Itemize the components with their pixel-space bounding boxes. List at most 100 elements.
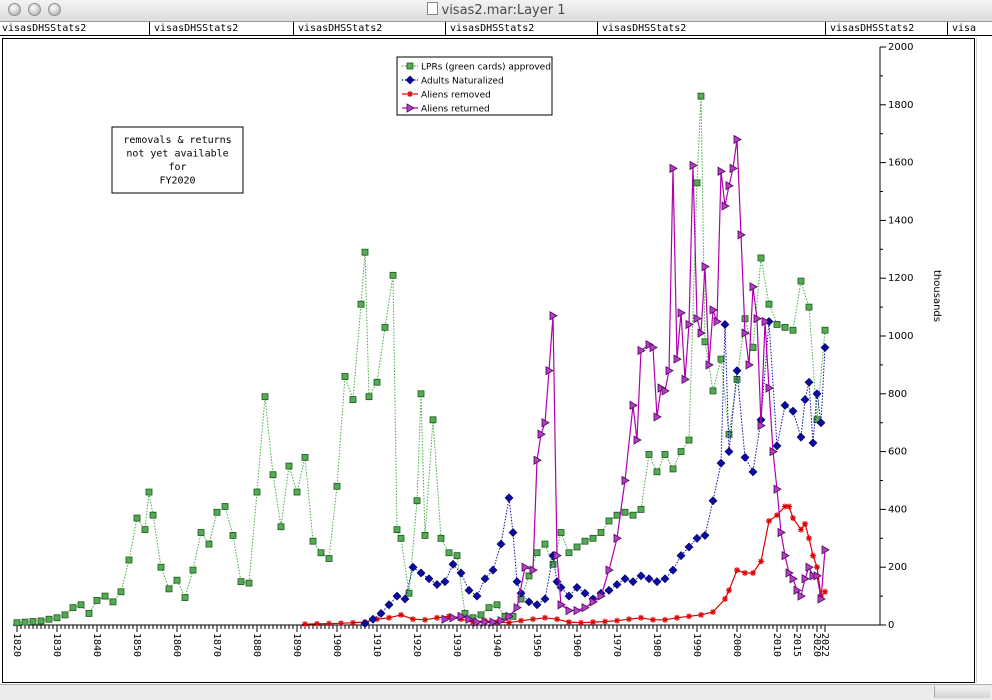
lpr-point: [37, 617, 45, 625]
lpr-point: [301, 453, 309, 461]
close-window-button[interactable]: [8, 3, 21, 16]
tab-1[interactable]: visasDHSStats2: [0, 22, 150, 35]
legend-marker: [406, 103, 415, 113]
removed-point: [542, 614, 548, 621]
x-tick-label: 1990: [691, 633, 702, 657]
naturalized-point: [676, 551, 686, 561]
removed-point: [386, 614, 392, 621]
returned-point: [457, 611, 466, 622]
lpr-point: [605, 517, 613, 525]
chart-frame: [2, 38, 975, 683]
removed-point: [742, 569, 748, 576]
lpr-point: [389, 271, 397, 279]
removed-point: [530, 616, 536, 623]
lpr-point: [341, 373, 349, 380]
lpr-point: [109, 598, 117, 606]
lpr-point: [293, 488, 301, 496]
naturalized-point: [804, 377, 814, 387]
removed-point: [774, 512, 780, 519]
naturalized-point: [724, 447, 734, 457]
x-tick-label: 1830: [51, 633, 62, 657]
removed-line: [304, 505, 826, 625]
lpr-point: [709, 387, 717, 395]
returned-point: [465, 614, 474, 624]
lpr-point: [661, 451, 669, 458]
tab-7[interactable]: visa: [952, 23, 977, 34]
lpr-point: [669, 465, 677, 473]
lpr-line: [16, 96, 826, 624]
zoom-window-button[interactable]: [48, 3, 61, 16]
y-tick-label: 1800: [888, 100, 913, 111]
naturalized-point: [532, 600, 542, 610]
returned-point: [613, 533, 622, 543]
lpr-point: [77, 601, 85, 609]
removed-point: [758, 558, 764, 565]
returned-point: [537, 429, 546, 439]
tab-6[interactable]: visasDHSStats2: [828, 22, 948, 35]
removed-point: [578, 619, 584, 626]
naturalized-point: [796, 432, 806, 442]
returned-point: [757, 420, 766, 431]
returned-point: [597, 591, 606, 601]
returned-point: [545, 365, 554, 376]
returned-point: [677, 308, 686, 318]
lpr-point: [613, 511, 621, 519]
series-lpr: [13, 92, 829, 627]
vertical-scrollbar[interactable]: [976, 38, 992, 683]
naturalized-point: [464, 585, 474, 595]
y-tick-label: 600: [888, 447, 907, 458]
lpr-point: [589, 534, 597, 542]
naturalized-point: [692, 533, 702, 543]
naturalized-point: [424, 574, 434, 584]
lpr-point: [13, 619, 21, 627]
returned-point: [717, 166, 726, 176]
resize-grip[interactable]: [934, 686, 990, 698]
x-tick-label: 2010: [771, 633, 782, 657]
legend-label: Adults Naturalized: [421, 77, 504, 87]
annotation-line: removals & returns: [123, 135, 231, 146]
lpr-point: [229, 532, 237, 539]
x-tick-label: 1920: [411, 633, 422, 657]
x-tick-label: 2020: [811, 633, 822, 657]
tab-4[interactable]: visasDHSStats2: [448, 22, 598, 35]
lpr-point: [773, 321, 781, 328]
naturalized-point: [644, 574, 654, 584]
x-tick-label: 1960: [571, 633, 582, 657]
returned-point: [697, 328, 706, 338]
removed-point: [338, 620, 344, 627]
lpr-point: [197, 529, 205, 536]
tab-2[interactable]: visasDHSStats2: [152, 22, 294, 35]
annotation-line: not yet available: [126, 149, 228, 160]
naturalized-point: [456, 568, 466, 578]
lpr-point: [325, 555, 333, 562]
lpr-point: [101, 592, 109, 600]
naturalized-point: [708, 496, 718, 506]
returned-point: [821, 545, 830, 555]
legend-marker: [405, 75, 415, 85]
tab-5[interactable]: visasDHSStats2: [600, 22, 826, 35]
returned-point: [505, 611, 514, 622]
minimize-window-button[interactable]: [28, 3, 41, 16]
lpr-point: [285, 462, 293, 470]
lpr-point: [237, 578, 245, 586]
removed-point: [674, 614, 680, 621]
naturalized-point: [720, 320, 730, 329]
lpr-point: [181, 594, 189, 601]
removed-point: [810, 552, 816, 559]
annotation-box: removals & returns not yet available for FY…: [111, 126, 244, 194]
naturalized-point: [636, 571, 646, 581]
returned-point: [521, 562, 530, 572]
x-tick-label: 1860: [171, 633, 182, 657]
y-tick-label: 2000: [888, 42, 913, 53]
tab-3[interactable]: visasDHSStats2: [296, 22, 446, 35]
lpr-point: [541, 540, 549, 548]
y-tick-label: 0: [888, 620, 894, 631]
removed-point: [782, 503, 788, 510]
lpr-point: [349, 396, 357, 403]
lpr-point: [565, 549, 573, 557]
window-titlebar: visas2.mar:Layer 1: [0, 0, 992, 22]
naturalized-point: [772, 441, 782, 451]
naturalized-point: [440, 577, 450, 587]
lpr-point: [269, 471, 277, 479]
returned-point: [557, 600, 566, 610]
